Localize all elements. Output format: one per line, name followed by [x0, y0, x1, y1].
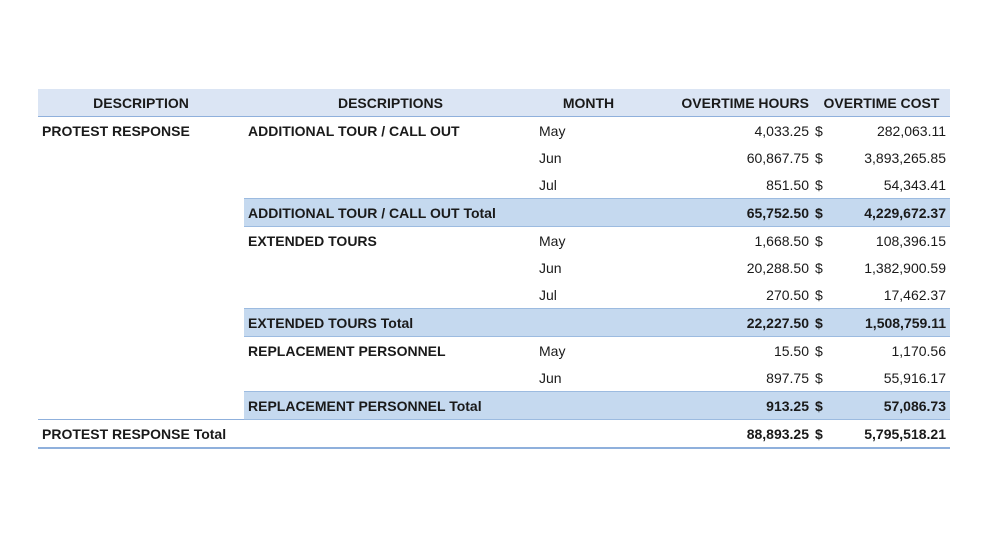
- grand-total-hours: 88,893.25: [640, 419, 813, 449]
- currency-symbol: $: [815, 369, 823, 386]
- table-row: Jun 897.75 $ 55,916.17: [38, 364, 950, 392]
- header-descriptions: DESCRIPTIONS: [244, 89, 537, 117]
- subtotal-cost: 1,508,759.11: [833, 308, 950, 337]
- hours-cell: 60,867.75: [746, 149, 809, 166]
- currency-symbol: $: [813, 198, 833, 227]
- subtotal-row: EXTENDED TOURS Total 22,227.50 $ 1,508,7…: [38, 308, 950, 337]
- grand-total-label: PROTEST RESPONSE Total: [38, 419, 640, 449]
- grand-total-row: PROTEST RESPONSE Total 88,893.25 $ 5,795…: [38, 419, 950, 449]
- subtotal-label: EXTENDED TOURS Total: [244, 308, 640, 337]
- month-cell: May: [539, 342, 566, 359]
- table-row: Jun 20,288.50 $ 1,382,900.59: [38, 254, 950, 281]
- hours-cell: 15.50: [773, 342, 809, 359]
- cost-cell: 1,170.56: [891, 342, 947, 359]
- table-row: Jun 60,867.75 $ 3,893,265.85: [38, 144, 950, 171]
- subtotal-row: ADDITIONAL TOUR / CALL OUT Total 65,752.…: [38, 198, 950, 227]
- month-cell: Jul: [539, 286, 557, 303]
- table-row: Jul 851.50 $ 54,343.41: [38, 171, 950, 199]
- overtime-pivot-table: DESCRIPTION DESCRIPTIONS MONTH OVERTIME …: [38, 89, 950, 449]
- hours-cell: 4,033.25: [754, 122, 810, 139]
- subtotal-cost: 57,086.73: [833, 391, 950, 420]
- currency-symbol: $: [815, 286, 823, 303]
- currency-symbol: $: [815, 176, 823, 193]
- header-description: DESCRIPTION: [38, 89, 244, 117]
- section-name: REPLACEMENT PERSONNEL: [248, 342, 446, 359]
- month-cell: Jun: [539, 369, 562, 386]
- currency-symbol: $: [815, 122, 823, 139]
- cost-cell: 108,396.15: [875, 232, 946, 249]
- currency-symbol: $: [813, 419, 833, 449]
- month-cell: Jul: [539, 176, 557, 193]
- header-month: MONTH: [537, 89, 640, 117]
- header-overtime-cost: OVERTIME COST: [813, 89, 950, 117]
- cost-cell: 17,462.37: [883, 286, 946, 303]
- header-overtime-hours: OVERTIME HOURS: [640, 89, 813, 117]
- table-row: PROTEST RESPONSE ADDITIONAL TOUR / CALL …: [38, 117, 950, 145]
- section-name: EXTENDED TOURS: [248, 232, 377, 249]
- header-row: DESCRIPTION DESCRIPTIONS MONTH OVERTIME …: [38, 89, 950, 117]
- table-row: EXTENDED TOURS May 1,668.50 $ 108,396.15: [38, 227, 950, 255]
- cost-cell: 1,382,900.59: [864, 259, 946, 276]
- grand-total-cost: 5,795,518.21: [833, 419, 950, 449]
- subtotal-label: REPLACEMENT PERSONNEL Total: [244, 391, 640, 420]
- subtotal-hours: 913.25: [640, 391, 813, 420]
- subtotal-cost: 4,229,672.37: [833, 198, 950, 227]
- month-cell: Jun: [539, 259, 562, 276]
- table-row: Jul 270.50 $ 17,462.37: [38, 281, 950, 309]
- currency-symbol: $: [813, 391, 833, 420]
- hours-cell: 20,288.50: [746, 259, 809, 276]
- month-cell: May: [539, 232, 566, 249]
- hours-cell: 851.50: [766, 176, 809, 193]
- subtotal-hours: 22,227.50: [640, 308, 813, 337]
- cost-cell: 282,063.11: [876, 122, 946, 139]
- subtotal-hours: 65,752.50: [640, 198, 813, 227]
- subtotal-label: ADDITIONAL TOUR / CALL OUT Total: [244, 198, 640, 227]
- currency-symbol: $: [815, 342, 823, 359]
- cost-cell: 54,343.41: [883, 176, 946, 193]
- currency-symbol: $: [815, 149, 823, 166]
- hours-cell: 897.75: [766, 369, 809, 386]
- table-row: REPLACEMENT PERSONNEL May 15.50 $ 1,170.…: [38, 337, 950, 365]
- section-name: ADDITIONAL TOUR / CALL OUT: [248, 122, 460, 139]
- hours-cell: 1,668.50: [754, 232, 810, 249]
- currency-symbol: $: [815, 259, 823, 276]
- currency-symbol: $: [813, 308, 833, 337]
- subtotal-row: REPLACEMENT PERSONNEL Total 913.25 $ 57,…: [38, 391, 950, 420]
- cost-cell: 55,916.17: [883, 369, 946, 386]
- hours-cell: 270.50: [766, 286, 809, 303]
- month-cell: May: [539, 122, 566, 139]
- currency-symbol: $: [815, 232, 823, 249]
- group-label: PROTEST RESPONSE: [42, 122, 190, 139]
- month-cell: Jun: [539, 149, 562, 166]
- cost-cell: 3,893,265.85: [864, 149, 946, 166]
